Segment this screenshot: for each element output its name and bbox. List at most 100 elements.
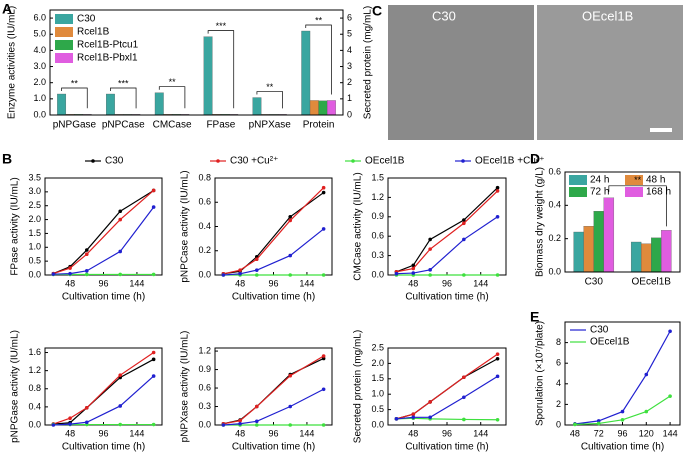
x-axis-label: Cultivation time (h)	[405, 442, 488, 453]
y-tick-label: 0	[556, 419, 561, 429]
bar	[57, 93, 67, 116]
point	[321, 273, 326, 277]
y-tick-label: 1.2	[198, 345, 211, 355]
x-axis-label: Cultivation time (h)	[62, 442, 145, 453]
point	[495, 352, 500, 356]
x-tick-label: C30	[585, 277, 604, 288]
y-tick-label: 1.6	[28, 347, 41, 357]
bar	[630, 241, 642, 273]
x-tick-label: 48	[65, 428, 75, 438]
bar	[651, 237, 662, 273]
point	[411, 271, 416, 275]
x-tick-label: 96	[98, 278, 108, 288]
point	[84, 272, 89, 277]
legend-marker	[351, 159, 355, 163]
image-label: OEcel1B	[582, 8, 633, 23]
legend-label: Rcel1B-Ptcu1	[77, 40, 139, 51]
point	[151, 205, 156, 209]
point	[68, 266, 72, 270]
bar	[301, 30, 311, 116]
point	[84, 405, 89, 410]
point	[118, 249, 123, 254]
y-axis-label: Biomass dry weight (g/L)	[535, 167, 546, 277]
plot-frame	[564, 171, 681, 273]
y-tick-label: 0.4	[28, 401, 41, 411]
y-tick-label: 1.0	[371, 389, 384, 399]
point	[644, 409, 649, 414]
y-tick-label: 0.8	[198, 172, 211, 182]
y-tick-label: 6.0	[33, 12, 46, 22]
legend-label: C30	[77, 14, 96, 25]
point	[411, 263, 416, 268]
x-tick-label: 144	[663, 428, 678, 438]
x-tick-label: 96	[268, 278, 278, 288]
y-tick-label: 6	[556, 358, 561, 368]
y-tick-label: 2	[347, 77, 352, 87]
legend-label: OEcel1B	[590, 337, 630, 348]
series-line	[53, 352, 154, 425]
micrograph	[388, 5, 534, 140]
point	[151, 350, 156, 355]
x-tick-label: 96	[98, 428, 108, 438]
legend-label: OEcel1B +Cu²⁺	[475, 156, 544, 167]
x-tick-label: 144	[473, 428, 488, 438]
point	[151, 188, 156, 193]
point	[84, 420, 89, 425]
panel-label: E	[530, 309, 539, 325]
x-tick-label: CMCase	[153, 120, 192, 131]
y2-axis-label: Secreted protein (mg/mL)	[363, 6, 374, 119]
point	[321, 354, 326, 358]
y-tick-label: 0.6	[198, 382, 211, 392]
point	[288, 423, 293, 427]
y-tick-label: 1.2	[371, 192, 384, 202]
y-axis-label: CMCase activity (IU/mL)	[353, 172, 364, 280]
point	[151, 422, 156, 427]
point	[238, 421, 242, 426]
significance-label: **	[315, 15, 323, 25]
legend-label: C30 +Cu²⁺	[230, 156, 278, 167]
point	[238, 271, 242, 276]
point	[221, 273, 226, 277]
y-tick-label: 0.6	[198, 197, 211, 207]
image-label: C30	[432, 8, 456, 23]
y-tick-label: 0.0	[198, 269, 211, 279]
bar	[326, 100, 336, 116]
x-tick-label: 48	[65, 278, 75, 288]
legend-label: 72 h	[590, 187, 609, 198]
y-tick-label: 1.2	[28, 365, 41, 375]
point	[238, 418, 242, 423]
point	[428, 273, 432, 277]
point	[428, 415, 432, 420]
point	[118, 422, 123, 427]
y-tick-label: 0.0	[28, 269, 41, 279]
significance-bracket	[305, 24, 332, 95]
x-tick-label: 96	[617, 428, 627, 438]
point	[118, 404, 123, 408]
point	[644, 372, 649, 377]
y-axis-label: Secreted protein (mg/mL)	[353, 330, 364, 443]
y-tick-label: 0.3	[371, 250, 384, 260]
x-tick-label: 144	[299, 428, 314, 438]
y-tick-label: 0.8	[28, 383, 41, 393]
legend-label: C30	[105, 156, 124, 167]
point	[573, 422, 577, 427]
bar	[661, 230, 672, 273]
y-tick-label: 3	[347, 61, 352, 71]
plot-frame	[387, 177, 507, 276]
y-tick-label: 0.5	[28, 256, 41, 266]
y-tick-label: 2.0	[371, 358, 384, 368]
x-axis-label: Cultivation time (h)	[581, 442, 664, 453]
x-axis-label: Cultivation time (h)	[62, 292, 145, 303]
point	[495, 215, 500, 219]
point	[495, 374, 500, 379]
point	[394, 417, 399, 421]
bar	[573, 231, 584, 273]
x-tick-label: pNPGase	[53, 120, 97, 131]
point	[394, 271, 399, 276]
x-tick-label: 96	[442, 278, 452, 288]
point	[288, 373, 293, 378]
panel-label: C	[372, 3, 382, 19]
point	[462, 417, 466, 422]
y-tick-label: 0.5	[371, 404, 384, 414]
significance-label: **	[169, 77, 177, 87]
